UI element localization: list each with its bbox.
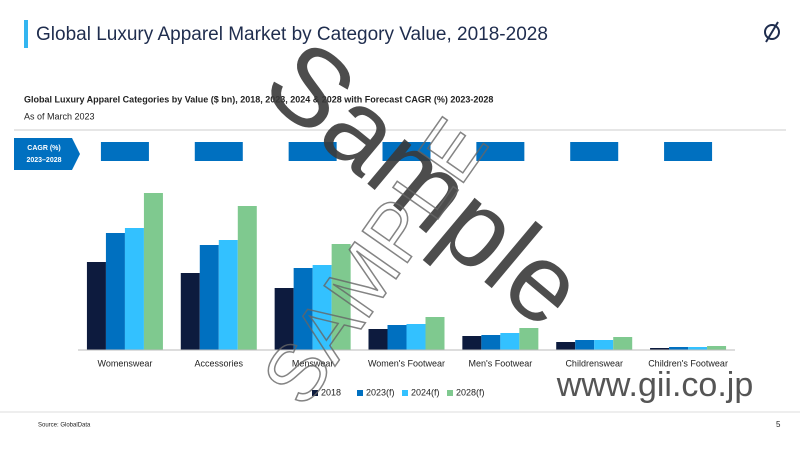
- bar: [368, 329, 388, 350]
- bar: [594, 340, 614, 350]
- logo: [764, 21, 780, 43]
- bar: [500, 333, 520, 350]
- cagr-cell: [194, 142, 243, 161]
- plot: Womenswear Accessories Menswear Women's Foo…: [78, 142, 735, 397]
- watermark-url: www.gii.co.jp: [556, 366, 754, 404]
- legend-swatch: [402, 390, 408, 396]
- x-tick-label: Children's Footwear: [648, 358, 728, 368]
- bar: [387, 325, 407, 350]
- legend-label: 2023(f): [366, 387, 395, 397]
- bar: [650, 348, 670, 350]
- bar: [462, 336, 482, 350]
- x-tick-label: Men's Footwear: [468, 358, 532, 368]
- cagr-cell: [382, 142, 431, 161]
- bar: [274, 288, 294, 350]
- bar: [124, 228, 144, 350]
- bar: [481, 335, 501, 350]
- bar: [86, 262, 106, 350]
- bar: [218, 240, 238, 350]
- x-tick-label: Women's Footwear: [368, 358, 445, 368]
- source: Source: GlobalData: [38, 423, 91, 429]
- bar: [293, 268, 313, 350]
- slide-title: Global Luxury Apparel Market by Category…: [36, 24, 548, 45]
- bar: [707, 346, 727, 350]
- bar: [199, 245, 219, 350]
- chart-subtitle: Global Luxury Apparel Categories by Valu…: [24, 94, 493, 104]
- bar: [331, 244, 351, 350]
- x-tick-label: Childrenswear: [565, 358, 623, 368]
- cagr-label: CAGR (%): [27, 145, 60, 152]
- legend-swatch: [312, 390, 318, 396]
- bar: [688, 347, 708, 350]
- legend-swatch: [447, 390, 453, 396]
- bar: [237, 206, 257, 350]
- bar: [180, 273, 200, 350]
- bar: [105, 233, 125, 350]
- bar: [519, 328, 539, 350]
- bar: [406, 324, 426, 350]
- cagr-cell: [570, 142, 619, 161]
- cagr-period: 2023–2028: [26, 157, 61, 164]
- bar: [613, 337, 633, 350]
- cagr-cell: [476, 142, 525, 161]
- legend-label: 2018: [321, 387, 341, 397]
- bar: [312, 265, 332, 350]
- title-accent: [24, 20, 28, 48]
- page-number: 5: [776, 420, 781, 429]
- cagr-cell: [664, 142, 713, 161]
- x-tick-label: Menswear: [292, 358, 334, 368]
- legend-label: 2024(f): [411, 387, 440, 397]
- cagr-cell: [100, 142, 149, 161]
- legend-swatch: [357, 390, 363, 396]
- legend-label: 2028(f): [456, 387, 485, 397]
- bar: [669, 347, 689, 350]
- bar: [425, 317, 445, 350]
- bar: [556, 342, 576, 350]
- x-tick-label: Accessories: [195, 358, 244, 368]
- bar: [143, 193, 163, 350]
- cagr-cell: [288, 142, 337, 161]
- x-tick-label: Womenswear: [97, 358, 152, 368]
- cagr-box: [14, 138, 80, 170]
- chart-note: As of March 2023: [24, 111, 95, 121]
- bar: [575, 340, 595, 350]
